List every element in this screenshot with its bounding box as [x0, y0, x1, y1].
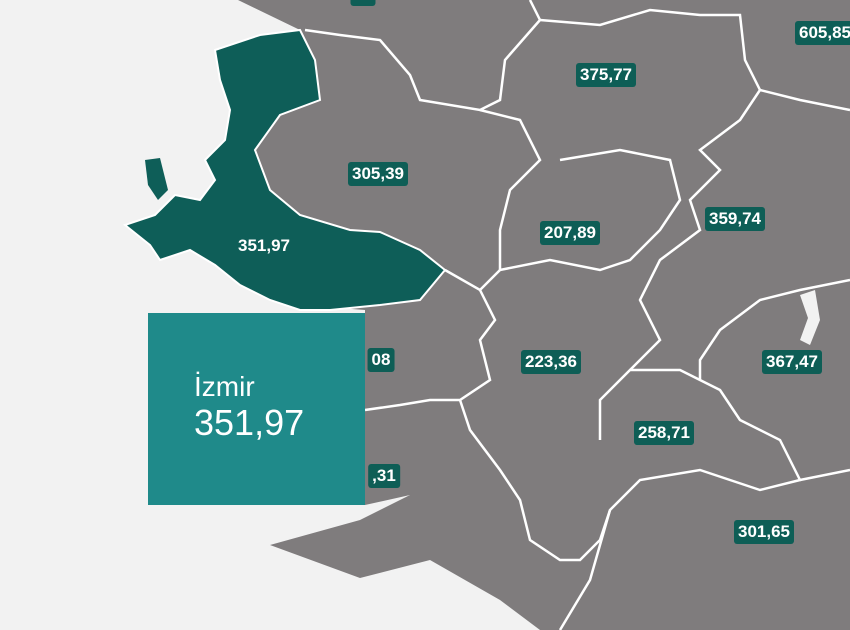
value-label-izmir: 351,97: [238, 236, 290, 255]
value-label-258: 258,71: [634, 421, 694, 445]
value-label-375: 375,77: [576, 63, 636, 87]
lake: [800, 290, 820, 345]
value-label-31: ,31: [368, 464, 400, 488]
province-izmir[interactable]: [122, 28, 447, 311]
province-borders: [304, 0, 850, 630]
value-label-359: 359,74: [705, 207, 765, 231]
value-label-305: 305,39: [348, 162, 408, 186]
value-label-top: …: [350, 0, 376, 6]
island: [145, 158, 168, 200]
value-label-08: 08: [367, 348, 395, 372]
tooltip-name: İzmir: [194, 371, 255, 402]
value-label-301: 301,65: [734, 520, 794, 544]
tooltip: İzmir 351,97: [148, 313, 365, 505]
value-label-223: 223,36: [521, 350, 581, 374]
tooltip-value: 351,97: [194, 402, 305, 443]
value-label-605: 605,85: [795, 21, 850, 45]
value-label-207: 207,89: [540, 221, 600, 245]
value-label-367: 367,47: [762, 350, 822, 374]
